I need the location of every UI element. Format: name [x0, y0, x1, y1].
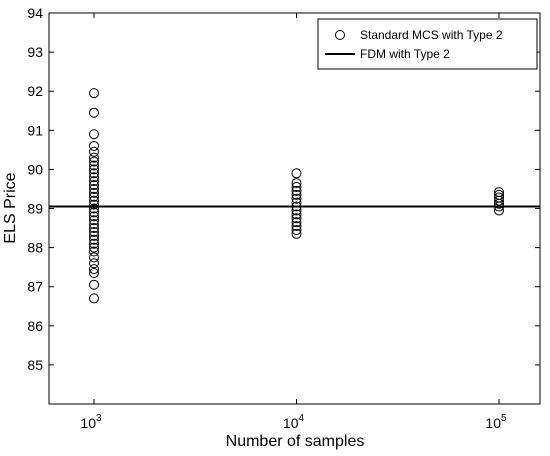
scatter-point	[89, 264, 99, 275]
scatter-point	[89, 195, 99, 206]
y-tick-label: 88	[27, 240, 43, 256]
legend-box	[317, 18, 538, 70]
scatter-point	[89, 183, 99, 194]
scatter-point	[89, 268, 99, 279]
scatter-point	[89, 180, 99, 191]
scatter-point	[89, 246, 99, 257]
scatter-point	[89, 88, 99, 99]
scatter-point	[89, 199, 99, 210]
scatter-point	[291, 225, 302, 236]
legend-label-fdm: FDM with Type 2	[360, 47, 450, 61]
scatter-point	[494, 192, 504, 203]
scatter-point	[291, 209, 302, 220]
scatter-point	[89, 129, 99, 140]
scatter-point	[89, 226, 99, 237]
scatter-point	[291, 193, 302, 204]
y-tick-label: 87	[27, 279, 43, 295]
y-tick-label: 86	[27, 318, 43, 334]
scatter-point	[89, 172, 99, 183]
scatter-point	[291, 213, 302, 224]
scatter-point	[291, 168, 302, 179]
scatter-point	[89, 238, 99, 249]
y-tick-label: 93	[27, 44, 43, 60]
y-tick-label: 89	[27, 201, 43, 217]
scatter-point	[89, 164, 99, 175]
scatter-point	[89, 230, 99, 241]
y-tick-label: 94	[27, 5, 43, 21]
y-axis-label: ELS Price	[2, 172, 19, 243]
scatter-point	[291, 221, 302, 232]
y-tick-label: 91	[27, 122, 43, 138]
scatter-point	[291, 181, 302, 192]
scatter-point	[89, 168, 99, 179]
y-tick-label: 85	[27, 357, 43, 373]
scatter-point	[89, 203, 99, 214]
x-tick-label: 103	[80, 413, 102, 431]
plot-frame	[48, 12, 541, 405]
scatter-point	[494, 189, 504, 200]
scatter-point	[89, 219, 99, 230]
scatter-point	[89, 293, 99, 304]
y-tick-label: 90	[27, 161, 43, 177]
scatter-point	[89, 107, 99, 118]
legend: Standard MCS with Type 2 FDM with Type 2	[317, 18, 538, 70]
scatter-point	[89, 176, 99, 187]
scatter-point	[89, 160, 99, 171]
scatter-point	[89, 223, 99, 234]
scatter-point	[89, 187, 99, 198]
x-axis-label: Number of samples	[226, 433, 365, 450]
scatter-point	[89, 252, 99, 263]
scatter-point	[89, 258, 99, 269]
y-tick-label: 92	[27, 83, 43, 99]
scatter-point	[89, 156, 99, 167]
legend-label-mcs: Standard MCS with Type 2	[360, 28, 503, 42]
scatter-point	[89, 146, 99, 157]
legend-marker-circle	[335, 30, 345, 40]
scatter-point	[291, 217, 302, 228]
x-tick-label: 105	[485, 413, 507, 431]
y-axis-ticks: 85 86 87 88 89 90 91 92 93 94	[27, 5, 540, 373]
plot-area	[49, 13, 540, 404]
scatter-point	[89, 191, 99, 202]
scatter-markers	[89, 88, 504, 304]
x-tick-label: 104	[283, 413, 305, 431]
scatter-point	[494, 187, 504, 198]
scatter-point	[89, 234, 99, 245]
scatter-point	[291, 189, 302, 200]
scatter-point	[89, 152, 99, 163]
scatter-point	[89, 215, 99, 226]
scatter-point	[291, 228, 302, 239]
scatter-point	[291, 178, 302, 189]
scatter-point	[89, 242, 99, 253]
scatter-point	[89, 140, 99, 151]
scatter-point	[291, 185, 302, 196]
scatter-point	[89, 211, 99, 222]
scatter-point	[89, 279, 99, 290]
scatter-point	[89, 207, 99, 218]
